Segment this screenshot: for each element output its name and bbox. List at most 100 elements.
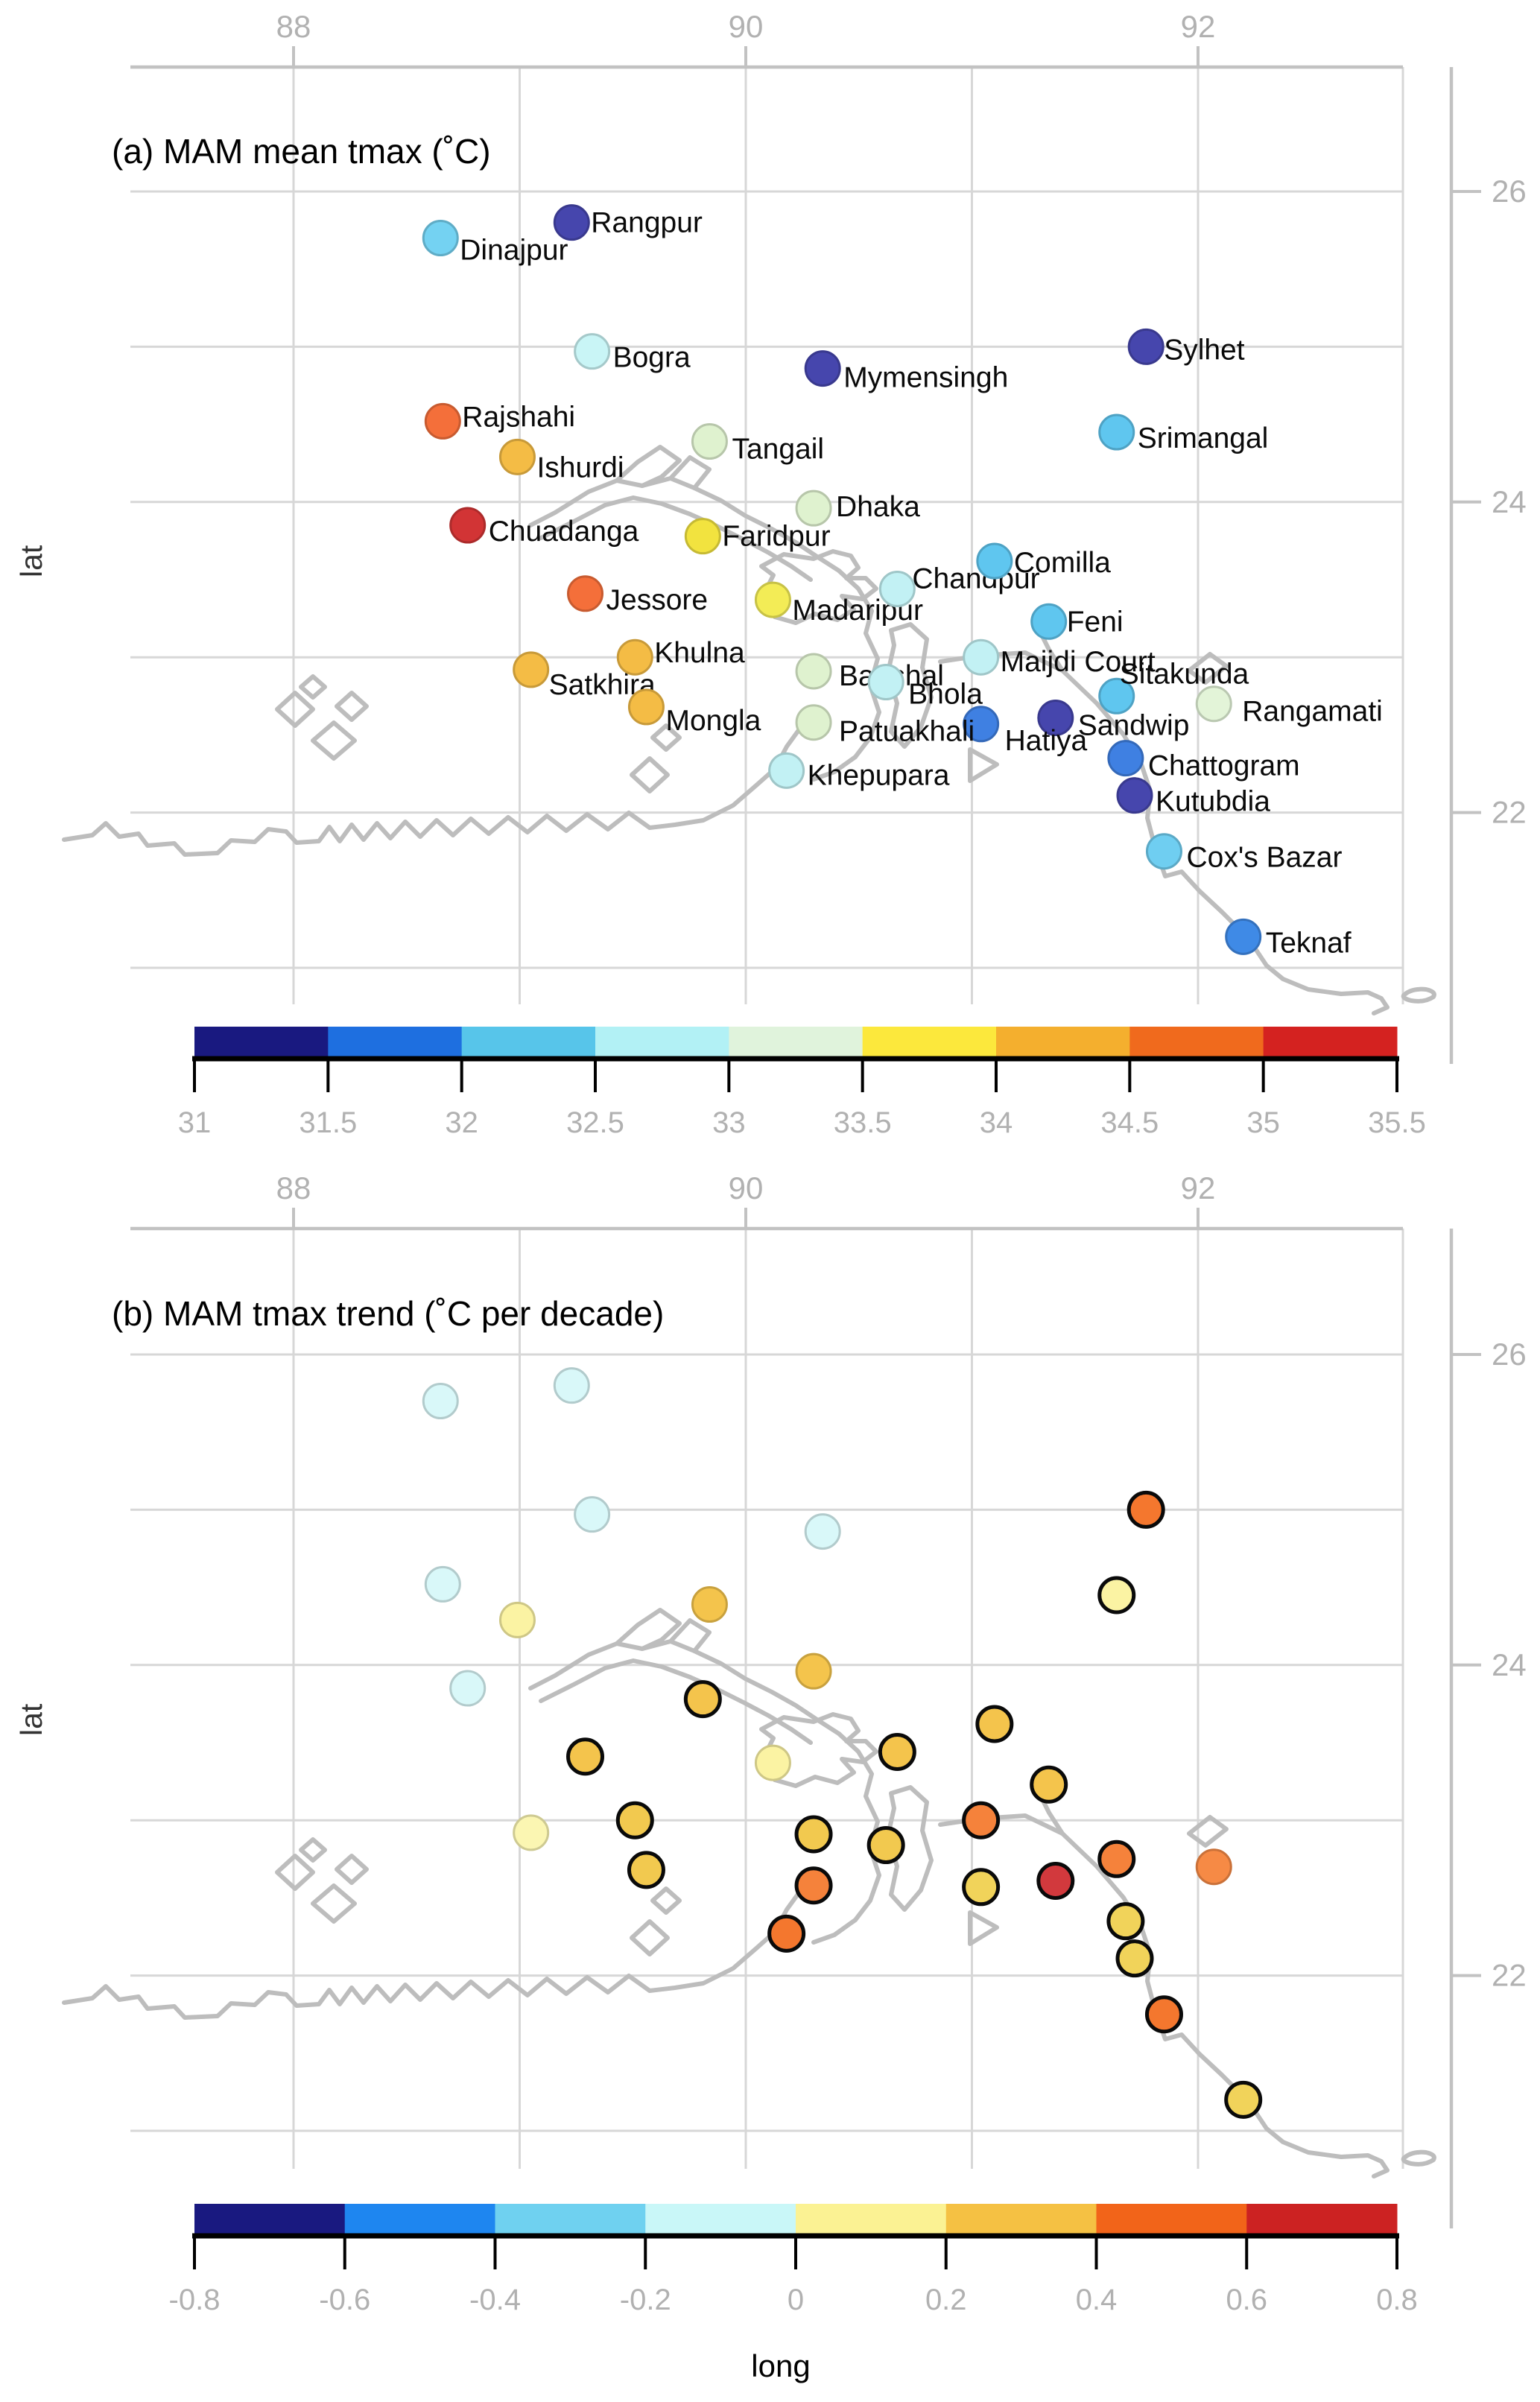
station-point-comilla — [976, 542, 1013, 580]
top-tick-label: 92 — [1181, 9, 1216, 44]
station-label: Rangamati — [1242, 696, 1383, 728]
station-label: Rangpur — [591, 207, 703, 239]
station-label: Dinajpur — [460, 235, 568, 267]
station-label: Srimangal — [1138, 422, 1269, 454]
station-point-bhola — [866, 1826, 905, 1865]
colorbar-tick-label: 32.5 — [566, 1106, 624, 1139]
station-point-jessore — [567, 575, 604, 612]
station-point-srimangal — [1097, 1576, 1136, 1614]
station-point-chattogram — [1107, 740, 1144, 777]
station-label: Patuakhali — [839, 716, 975, 748]
colorbar-tick-label: 0.8 — [1376, 2284, 1418, 2316]
station-point-maijdi-court — [963, 638, 1000, 676]
station-label: Jessore — [606, 584, 709, 616]
station-point-mymensingh — [804, 1513, 841, 1550]
colorbar-segment — [1129, 1027, 1264, 1056]
right-tick-label: 22 — [1492, 1958, 1527, 1993]
station-point-rajshahi — [424, 1565, 461, 1603]
panel-a-grid — [130, 67, 1404, 1004]
station-label: Rajshahi — [462, 401, 575, 433]
station-point-hatiya — [962, 1868, 1001, 1907]
colorbar-segment — [945, 2204, 1097, 2234]
station-label: Sitakunda — [1120, 658, 1249, 690]
station-point-chattogram — [1106, 1902, 1145, 1941]
station-point-chuadanga — [449, 507, 487, 544]
station-point-rangpur — [553, 1367, 590, 1404]
station-point-khepupara — [767, 1914, 806, 1953]
station-label: Cox's Bazar — [1186, 842, 1342, 874]
colorbar-tick-label: 34.5 — [1100, 1106, 1159, 1139]
station-point-madaripur — [754, 1744, 791, 1781]
panel-b-grid — [130, 1229, 1404, 2169]
colorbar-segment — [1246, 2204, 1398, 2234]
station-label: Mongla — [665, 705, 761, 737]
panel-b-stations — [422, 1367, 1263, 2119]
station-point-khulna — [616, 638, 653, 676]
station-point-dhaka — [795, 489, 832, 527]
station-label: Khepupara — [808, 759, 950, 791]
station-point-bogra — [574, 1496, 611, 1533]
colorbar-tick-label: 0.4 — [1076, 2284, 1118, 2316]
station-point-barishal — [795, 653, 832, 690]
station-point-sandwip — [1037, 699, 1074, 736]
station-label: Sandwip — [1078, 709, 1190, 741]
station-label: Mymensingh — [843, 362, 1008, 394]
station-point-teknaf — [1225, 918, 1262, 955]
station-point-dhaka — [795, 1652, 832, 1690]
colorbar-segment — [862, 1027, 997, 1056]
station-point-mongla — [627, 688, 665, 726]
colorbar-segment — [194, 2204, 346, 2234]
colorbar-segment — [1263, 1027, 1398, 1056]
top-tick-label: 90 — [729, 9, 764, 44]
station-point-kutubdia — [1115, 1939, 1154, 1978]
station-label: Chandpur — [912, 563, 1039, 595]
colorbar-tick-label: 33.5 — [834, 1106, 892, 1139]
panel-a-title: (a) MAM mean tmax (˚C) — [112, 132, 491, 171]
colorbar-tick-label: 35.5 — [1368, 1106, 1426, 1139]
colorbar-segment — [729, 1027, 864, 1056]
station-point-teknaf — [1224, 2080, 1263, 2119]
colorbar-tick-label: -0.2 — [620, 2284, 671, 2316]
station-point-madaripur — [754, 581, 791, 618]
right-tick-label: 24 — [1492, 1647, 1527, 1682]
station-point-satkhira — [513, 651, 550, 688]
station-point-bhola — [867, 664, 904, 701]
station-point-rangamati — [1195, 1848, 1232, 1886]
station-point-feni — [1030, 1765, 1068, 1804]
panel-a-colorbar: 31 31.5 32 32.5 33 33.5 34 34.5 35 35.5 — [178, 1027, 1426, 1139]
colorbar-tick-label: 33 — [712, 1106, 746, 1139]
station-point-sitakunda — [1097, 1839, 1136, 1878]
station-label: Khulna — [654, 637, 745, 669]
station-point-feni — [1030, 603, 1068, 640]
colorbar-segment — [328, 1027, 463, 1056]
station-point-rangamati — [1195, 685, 1232, 723]
station-point-srimangal — [1098, 413, 1135, 451]
station-point-cox-s-bazar — [1144, 1995, 1183, 2034]
colorbar-segment — [344, 2204, 495, 2234]
colorbar-tick-label: 34 — [980, 1106, 1013, 1139]
station-point-mymensingh — [804, 350, 841, 387]
colorbar-segment — [461, 1027, 596, 1056]
station-label: Ishurdi — [536, 451, 624, 484]
station-label: Comilla — [1014, 547, 1111, 579]
colorbar-tick-label: 31 — [178, 1106, 212, 1139]
colorbar-segment — [996, 1027, 1130, 1056]
station-point-faridpur — [683, 1680, 722, 1719]
station-label: Hatiya — [1005, 725, 1088, 757]
station-point-tangail — [691, 1586, 728, 1623]
station-label: Teknaf — [1266, 927, 1352, 959]
colorbar-tick-label: 0 — [788, 2284, 804, 2316]
colorbar-segment — [495, 2204, 646, 2234]
station-point-ishurdi — [498, 438, 536, 475]
x-axis-label: long — [751, 2348, 811, 2383]
station-point-ishurdi — [498, 1601, 536, 1638]
station-point-sylhet — [1127, 328, 1164, 365]
colorbar-segment — [796, 2204, 947, 2234]
colorbar-tick-label: 0.2 — [925, 2284, 967, 2316]
top-tick-label: 92 — [1181, 1170, 1216, 1205]
colorbar-segment — [645, 2204, 796, 2234]
station-label: Tangail — [732, 434, 824, 466]
station-label: Chuadanga — [489, 516, 639, 548]
